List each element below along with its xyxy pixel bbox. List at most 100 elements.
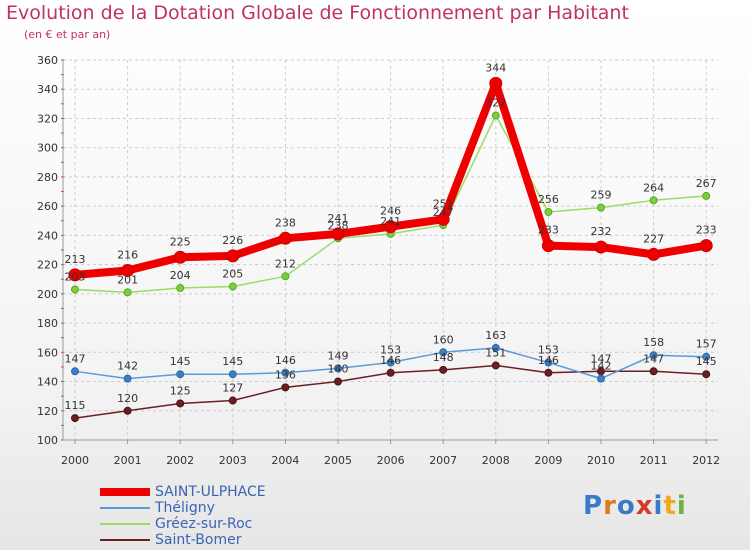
data-label: 233 — [696, 224, 717, 237]
x-tick-label: 2009 — [534, 454, 562, 467]
legend-swatch — [100, 488, 150, 496]
data-point — [176, 370, 185, 379]
y-tick-label: 340 — [37, 83, 58, 96]
proxiti-logo: Proxiti — [583, 491, 687, 521]
data-label: 232 — [591, 225, 612, 238]
data-label: 204 — [170, 269, 191, 282]
data-point — [228, 396, 237, 405]
data-label: 216 — [117, 248, 138, 261]
chart-title: Evolution de la Dotation Globale de Fonc… — [6, 2, 629, 24]
data-label: 145 — [170, 355, 191, 368]
grid — [63, 59, 718, 441]
axes: 100 120 140 160 180 200 220 240 260 280 300 320 340 3… — [37, 54, 720, 467]
data-point — [281, 272, 290, 281]
data-label: 259 — [591, 189, 612, 202]
y-tick-label: 240 — [37, 229, 58, 242]
x-tick-label: 2002 — [166, 454, 194, 467]
data-point — [647, 247, 661, 261]
data-point — [71, 367, 79, 376]
data-label: 146 — [275, 354, 296, 367]
data-label: 146 — [538, 354, 559, 367]
data-point — [123, 374, 132, 383]
data-point — [281, 383, 290, 392]
data-label: 147 — [591, 352, 612, 365]
data-label: 148 — [433, 351, 454, 364]
data-label: 146 — [380, 354, 401, 367]
data-point — [702, 191, 711, 200]
legend-label: Théligny — [155, 500, 215, 516]
data-point — [278, 231, 292, 245]
x-tick-label: 2006 — [377, 454, 405, 467]
data-label: 203 — [65, 270, 86, 283]
data-label: 142 — [117, 360, 138, 373]
y-tick-label: 140 — [37, 376, 58, 389]
data-label: 153 — [538, 344, 559, 357]
data-label: 227 — [643, 232, 664, 245]
data-point — [228, 370, 237, 379]
x-tick-label: 2003 — [219, 454, 247, 467]
x-tick-label: 2000 — [61, 454, 89, 467]
legend-swatch — [100, 539, 150, 541]
x-tick-label: 2010 — [587, 454, 615, 467]
data-point — [491, 111, 500, 120]
data-label: 151 — [485, 346, 506, 359]
data-labels: 115 120 125 127 136 140 146 148 151 146 147 147 145 1… — [65, 61, 717, 412]
data-point — [649, 367, 658, 376]
data-point — [334, 364, 342, 373]
data-point — [71, 285, 79, 294]
data-point — [386, 368, 395, 377]
legend-swatch — [100, 507, 150, 509]
x-tick-label: 2012 — [692, 454, 720, 467]
data-label: 140 — [328, 363, 349, 376]
data-point — [544, 358, 553, 367]
data-label: 115 — [65, 399, 86, 412]
data-label: 212 — [275, 257, 296, 270]
data-label: 147 — [65, 352, 86, 365]
data-label: 158 — [643, 336, 664, 349]
data-label: 127 — [222, 382, 243, 395]
y-tick-label: 280 — [37, 171, 58, 184]
data-point — [176, 399, 185, 408]
data-label: 163 — [485, 329, 506, 342]
y-tick-label: 220 — [37, 259, 58, 272]
data-label: 226 — [222, 234, 243, 247]
data-label: 238 — [328, 219, 349, 232]
data-point — [121, 263, 135, 277]
y-tick-label: 300 — [37, 142, 58, 155]
data-point — [176, 284, 185, 292]
x-tick-label: 2008 — [482, 454, 510, 467]
data-point — [439, 365, 448, 374]
data-point — [649, 351, 658, 360]
x-tick-label: 2007 — [429, 454, 457, 467]
data-point — [491, 343, 500, 352]
y-tick-label: 320 — [37, 112, 58, 125]
data-point — [439, 348, 448, 357]
data-label: 157 — [696, 338, 717, 351]
y-tick-label: 100 — [37, 434, 58, 447]
data-point — [384, 220, 398, 234]
data-point — [334, 377, 342, 386]
data-label: 147 — [643, 352, 664, 365]
data-point — [436, 212, 450, 226]
legend-label: Gréez-sur-Roc — [155, 516, 253, 532]
data-point — [702, 352, 711, 361]
data-label: 241 — [380, 215, 401, 228]
data-point — [649, 196, 658, 205]
data-point — [594, 240, 608, 254]
y-tick-label: 160 — [37, 346, 58, 359]
data-point — [331, 227, 345, 241]
data-point — [489, 76, 503, 90]
data-point — [173, 250, 187, 264]
legend-label: Saint-Bomer — [155, 532, 242, 548]
data-label: 153 — [380, 344, 401, 357]
x-tick-label: 2005 — [324, 454, 352, 467]
data-label: 136 — [275, 368, 296, 381]
data-point — [702, 370, 711, 379]
data-label: 322 — [485, 97, 506, 110]
data-label: 241 — [328, 212, 349, 225]
data-point — [281, 368, 290, 377]
data-label: 149 — [328, 349, 349, 362]
data-point — [228, 282, 237, 291]
chart-subtitle: (en € et par an) — [24, 28, 111, 41]
x-tick-label: 2011 — [640, 454, 668, 467]
